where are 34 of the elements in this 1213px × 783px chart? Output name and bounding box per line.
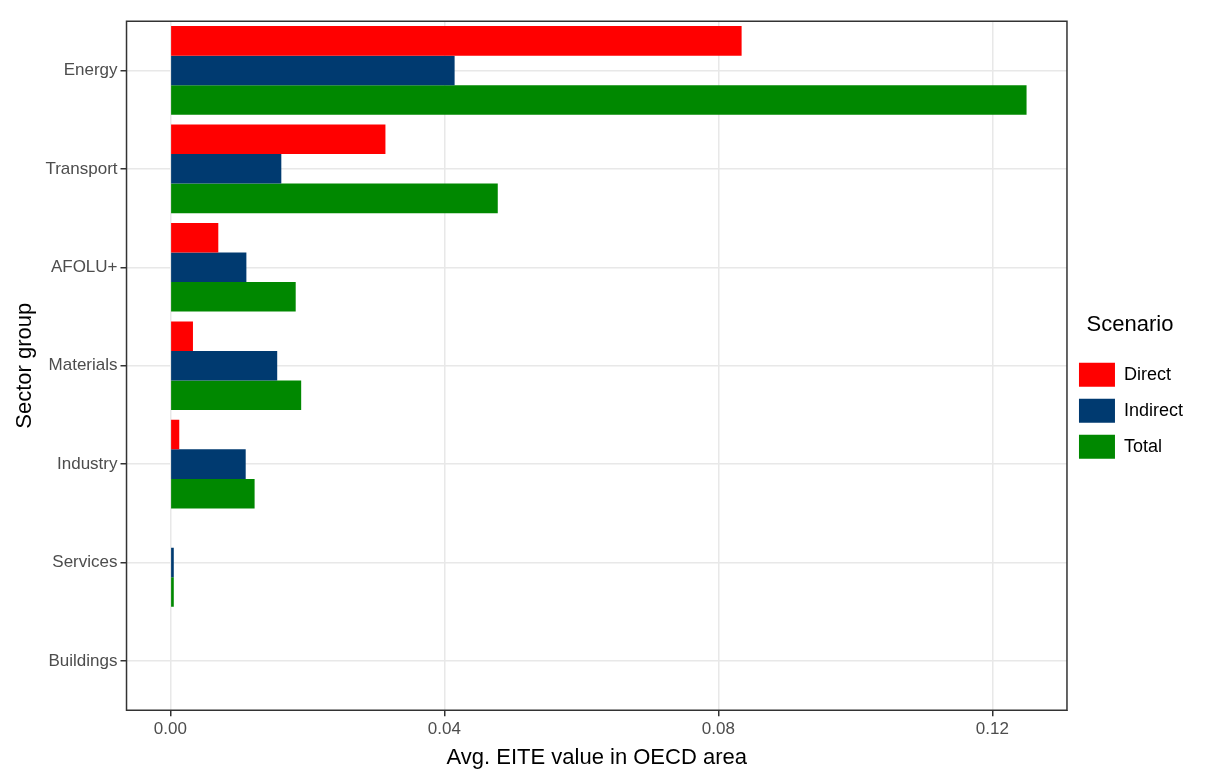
bar [171, 252, 247, 283]
bar [171, 350, 278, 381]
bar [171, 380, 302, 410]
bar [171, 26, 742, 56]
bar [171, 55, 455, 86]
x-tick-label: 0.04 [427, 719, 461, 739]
bar [171, 321, 193, 351]
bar [171, 85, 1027, 115]
x-tick-label: 0.12 [975, 719, 1009, 739]
bar [171, 577, 174, 607]
bar [171, 222, 219, 253]
bar [171, 419, 180, 450]
bar [171, 183, 498, 214]
y-tick-label: Services [52, 552, 118, 572]
y-axis-title: Sector group [11, 302, 37, 429]
bar [171, 124, 386, 155]
bar [171, 282, 296, 312]
y-tick-label: Industry [57, 453, 118, 473]
y-tick-label: AFOLU+ [50, 256, 118, 276]
x-tick-label: 0.00 [153, 719, 187, 739]
bar [171, 478, 255, 509]
legend-title: Scenario [1086, 311, 1174, 337]
legend-label: Total [1123, 435, 1162, 456]
legend-label: Indirect [1123, 399, 1183, 420]
bar [171, 547, 174, 578]
y-tick-label: Energy [63, 60, 119, 80]
bar [171, 154, 282, 184]
x-tick-label: 0.08 [701, 719, 735, 739]
legend-label: Direct [1123, 363, 1171, 384]
y-tick-label: Materials [48, 355, 118, 375]
y-tick-label: Transport [45, 158, 118, 178]
bar [171, 449, 246, 479]
y-tick-label: Buildings [48, 650, 118, 670]
x-axis-title: Avg. EITE value in OECD area [446, 743, 748, 769]
